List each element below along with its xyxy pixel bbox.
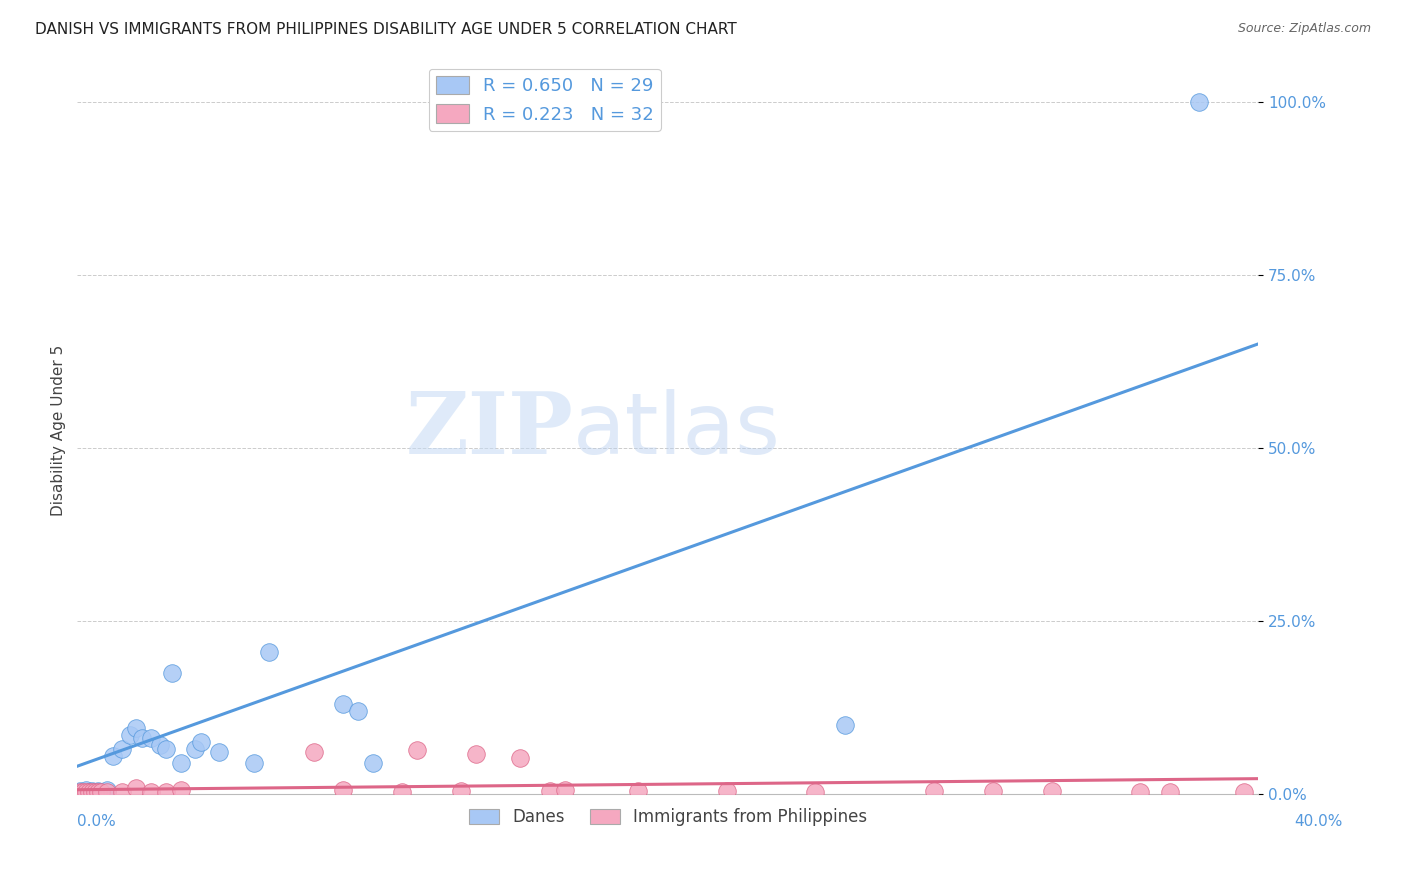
Point: [346, 704, 368, 718]
Point: [208, 745, 231, 759]
Point: [120, 728, 142, 742]
Point: [922, 784, 945, 798]
Point: [627, 784, 650, 798]
Legend: Danes, Immigrants from Philippines: Danes, Immigrants from Philippines: [463, 802, 873, 833]
Point: [96, 785, 118, 799]
Point: [75, 785, 97, 799]
Point: [69, 785, 91, 799]
Point: [69, 784, 91, 798]
Text: DANISH VS IMMIGRANTS FROM PHILIPPINES DISABILITY AGE UNDER 5 CORRELATION CHART: DANISH VS IMMIGRANTS FROM PHILIPPINES DI…: [35, 22, 737, 37]
Point: [111, 742, 132, 756]
Point: [82, 785, 104, 799]
Point: [82, 784, 104, 798]
Point: [84, 785, 107, 799]
Point: [170, 783, 193, 797]
Point: [1188, 95, 1211, 109]
Point: [1159, 785, 1181, 799]
Point: [450, 784, 472, 798]
Point: [259, 645, 281, 659]
Point: [804, 785, 827, 799]
Point: [538, 784, 561, 798]
Point: [834, 717, 856, 731]
Point: [391, 785, 413, 799]
Point: [101, 748, 124, 763]
Point: [981, 784, 1004, 798]
Point: [111, 785, 132, 799]
Point: [131, 731, 153, 746]
Point: [170, 756, 193, 770]
Point: [96, 783, 118, 797]
Point: [243, 756, 266, 770]
Point: [87, 785, 110, 799]
Point: [406, 743, 429, 757]
Point: [464, 747, 488, 761]
Point: [332, 783, 354, 797]
Point: [90, 785, 112, 799]
Point: [184, 742, 207, 756]
Point: [90, 785, 112, 799]
Y-axis label: Disability Age Under 5: Disability Age Under 5: [51, 345, 66, 516]
Point: [77, 785, 100, 799]
Text: Source: ZipAtlas.com: Source: ZipAtlas.com: [1237, 22, 1371, 36]
Point: [1129, 785, 1152, 799]
Point: [554, 783, 576, 797]
Point: [125, 781, 148, 796]
Point: [72, 785, 94, 799]
Point: [72, 785, 94, 799]
Point: [149, 739, 172, 753]
Point: [1233, 785, 1256, 799]
Text: atlas: atlas: [574, 389, 782, 472]
Point: [141, 785, 163, 799]
Point: [1040, 784, 1063, 798]
Point: [190, 735, 212, 749]
Point: [509, 751, 531, 765]
Point: [716, 784, 738, 798]
Text: ZIP: ZIP: [405, 388, 574, 473]
Point: [361, 756, 384, 770]
Point: [332, 697, 354, 711]
Point: [125, 721, 148, 735]
Point: [77, 785, 100, 799]
Point: [155, 785, 177, 799]
Point: [87, 784, 110, 798]
Text: 40.0%: 40.0%: [1295, 814, 1343, 830]
Point: [155, 742, 177, 756]
Point: [75, 783, 97, 797]
Point: [302, 745, 325, 759]
Text: 0.0%: 0.0%: [77, 814, 117, 830]
Point: [84, 785, 107, 799]
Point: [160, 665, 183, 680]
Point: [141, 731, 163, 746]
